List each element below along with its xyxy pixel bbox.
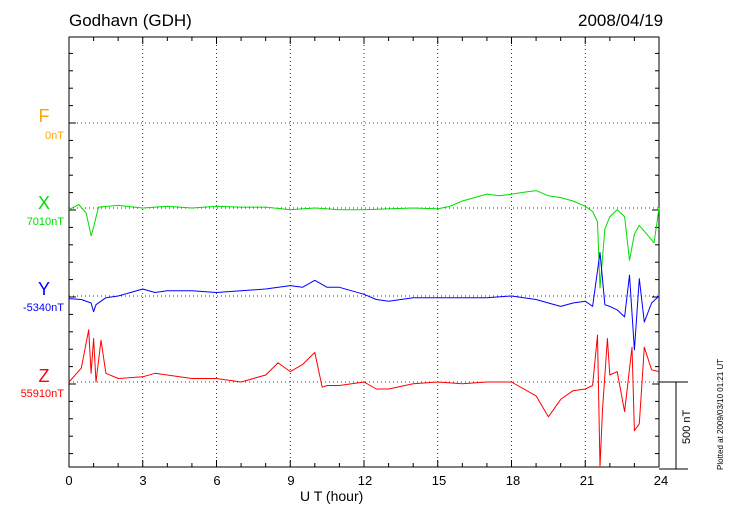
x-tick-label: 18	[505, 473, 521, 488]
x-tick-label: 12	[357, 473, 373, 488]
x-tick-label: 9	[287, 473, 295, 488]
axis-ticks	[68, 37, 660, 467]
plot-timestamp-note: Plotted at 2009/03/10 01:21 UT	[716, 358, 725, 470]
grid	[69, 37, 659, 467]
scale-bar-label: 500 nT	[681, 409, 693, 444]
series-y-line	[68, 252, 660, 351]
x-tick-label: 21	[579, 473, 595, 488]
x-tick-label: 0	[65, 473, 73, 488]
series-lines	[68, 190, 660, 468]
channel-x-baseline: 7010nT	[26, 216, 64, 228]
x-axis-label: U T (hour)	[300, 488, 364, 504]
x-tick-label: 3	[139, 473, 147, 488]
channel-f-baseline: 0nT	[45, 130, 64, 142]
x-tick-label: 15	[431, 473, 447, 488]
channel-f-label: F	[38, 106, 50, 126]
station-title: Godhavn (GDH)	[69, 11, 192, 30]
date-title: 2008/04/19	[578, 11, 664, 30]
channel-x-label: X	[37, 193, 50, 213]
channel-y-label: Y	[37, 279, 50, 299]
x-tick-label: 24	[653, 473, 669, 488]
series-x-line	[68, 190, 660, 289]
scale-bar	[659, 381, 688, 470]
x-tick-label: 6	[213, 473, 221, 488]
series-z-line	[68, 329, 660, 468]
channel-z-baseline: 55910nT	[20, 388, 64, 400]
channel-y-baseline: -5340nT	[23, 302, 64, 314]
channel-z-label: Z	[38, 366, 50, 386]
